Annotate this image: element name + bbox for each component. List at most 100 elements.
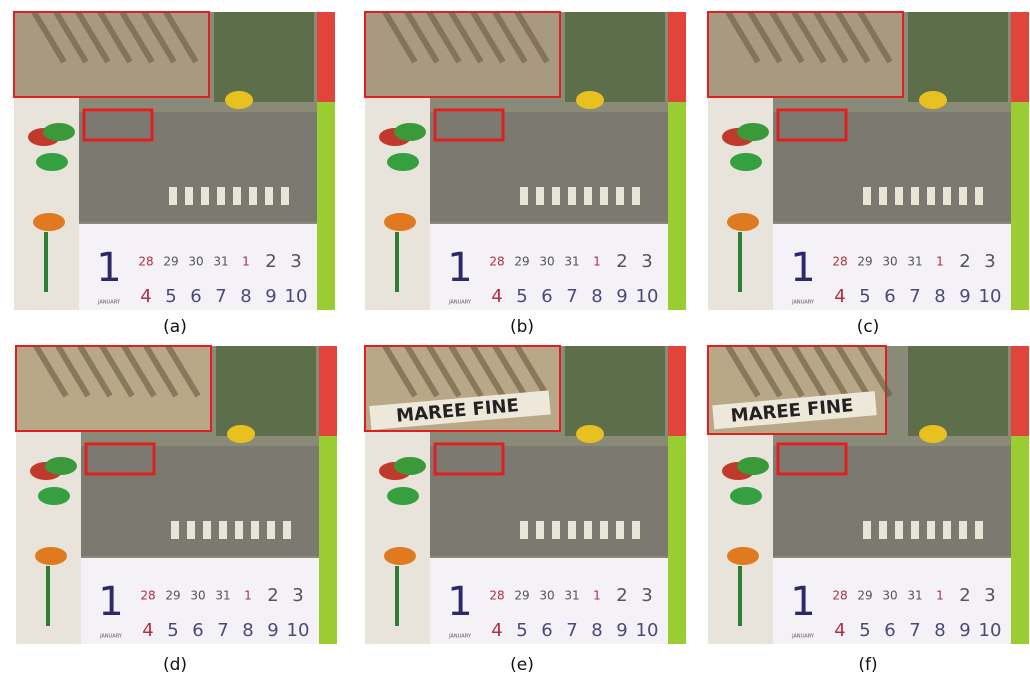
- calendar-date: 6: [192, 620, 203, 641]
- crosswalk: [235, 521, 243, 539]
- calendar-date: 30: [190, 589, 205, 603]
- calendar-month: JANUARY: [448, 634, 472, 640]
- calendar-date: 1: [936, 255, 944, 269]
- crosswalk: [863, 187, 871, 205]
- crosswalk: [863, 521, 871, 539]
- stem: [46, 566, 50, 626]
- street: [81, 446, 319, 556]
- trees: [565, 346, 665, 436]
- yellow-figure: [225, 91, 253, 109]
- yellow-figure: [919, 91, 947, 109]
- calendar-date: 5: [516, 620, 527, 641]
- calendar-date: 2: [959, 585, 970, 606]
- calendar-date: 10: [979, 286, 1002, 307]
- calendar-day: 1: [96, 245, 121, 291]
- calendar-date: 5: [167, 620, 178, 641]
- calendar-date: 28: [832, 589, 847, 603]
- calendar-date: 8: [591, 620, 602, 641]
- calendar-date: 2: [267, 585, 278, 606]
- crosswalk: [911, 187, 919, 205]
- calendar-date: 31: [215, 589, 230, 603]
- yellow-figure: [576, 91, 604, 109]
- calendar-date: 30: [539, 255, 554, 269]
- caption: (c): [857, 317, 880, 337]
- calendar-date: 28: [140, 589, 155, 603]
- calendar-date: 6: [541, 620, 552, 641]
- crosswalk: [568, 187, 576, 205]
- calendar-date: 28: [489, 589, 504, 603]
- calendar-month: JANUARY: [448, 300, 472, 306]
- trees: [216, 346, 316, 436]
- right-strip-top: [1011, 346, 1029, 436]
- crosswalk: [616, 187, 624, 205]
- calendar-date: 5: [165, 286, 176, 307]
- calendar-date: 29: [165, 589, 180, 603]
- calendar-date: 30: [188, 255, 203, 269]
- calendar-month: JANUARY: [791, 634, 815, 640]
- crosswalk: [203, 521, 211, 539]
- calendar-date: 7: [909, 620, 920, 641]
- calendar-date: 30: [882, 589, 897, 603]
- calendar-date: 29: [857, 589, 872, 603]
- right-strip-top: [317, 12, 335, 102]
- crosswalk: [927, 187, 935, 205]
- calendar-date: 9: [267, 620, 278, 641]
- caption: (a): [163, 317, 187, 337]
- flower: [38, 487, 70, 505]
- calendar-date: 10: [285, 286, 308, 307]
- trees: [565, 12, 665, 102]
- calendar-date: 31: [564, 589, 579, 603]
- calendar-date: 3: [984, 251, 995, 272]
- calendar-date: 28: [138, 255, 153, 269]
- crosswalk: [600, 187, 608, 205]
- calendar-day: 1: [447, 579, 472, 625]
- calendar-date: 5: [516, 286, 527, 307]
- calendar-day: 1: [790, 245, 815, 291]
- crosswalk: [879, 187, 887, 205]
- crosswalk: [251, 521, 259, 539]
- crosswalk: [632, 521, 640, 539]
- crosswalk: [520, 521, 528, 539]
- calendar-date: 9: [959, 620, 970, 641]
- flower: [33, 213, 65, 231]
- crosswalk: [217, 187, 225, 205]
- flower: [35, 547, 67, 565]
- crosswalk: [911, 521, 919, 539]
- crosswalk: [283, 521, 291, 539]
- calendar-date: 8: [591, 286, 602, 307]
- calendar-date: 4: [834, 620, 845, 641]
- calendar-date: 31: [564, 255, 579, 269]
- calendar-date: 4: [140, 286, 151, 307]
- calendar-date: 8: [934, 286, 945, 307]
- flower: [737, 457, 769, 475]
- calendar-month: JANUARY: [791, 300, 815, 306]
- flower: [384, 547, 416, 565]
- calendar-date: 7: [215, 286, 226, 307]
- crosswalk: [568, 521, 576, 539]
- calendar-date: 7: [566, 620, 577, 641]
- trees: [908, 346, 1008, 436]
- calendar-day: 1: [447, 245, 472, 291]
- crosswalk: [975, 187, 983, 205]
- trees: [214, 12, 314, 102]
- flower: [387, 487, 419, 505]
- calendar-date: 9: [616, 620, 627, 641]
- calendar-day: 1: [790, 579, 815, 625]
- flower: [45, 457, 77, 475]
- crosswalk: [975, 521, 983, 539]
- calendar-date: 31: [907, 589, 922, 603]
- crosswalk: [187, 521, 195, 539]
- flower: [730, 487, 762, 505]
- calendar-date: 10: [287, 620, 310, 641]
- calendar-date: 9: [616, 286, 627, 307]
- street: [773, 112, 1011, 222]
- flower: [394, 457, 426, 475]
- stem: [395, 232, 399, 292]
- calendar-date: 4: [491, 286, 502, 307]
- crosswalk: [169, 187, 177, 205]
- calendar-date: 2: [616, 251, 627, 272]
- calendar-date: 5: [859, 620, 870, 641]
- street: [773, 446, 1011, 556]
- panel: 1JANUARY2842953063171829310: [365, 12, 686, 310]
- calendar-date: 3: [290, 251, 301, 272]
